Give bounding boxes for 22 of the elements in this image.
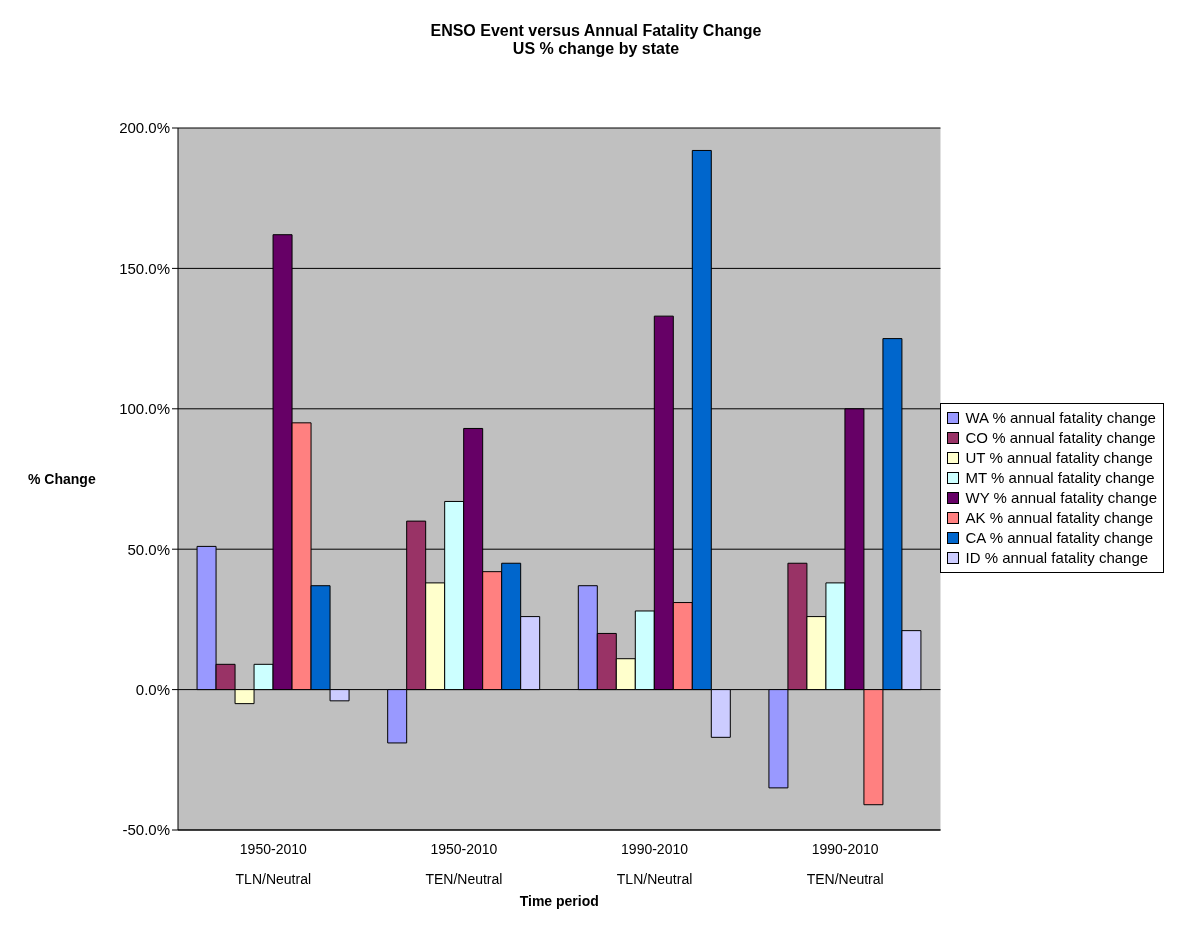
y-tick-label: 100.0% — [119, 400, 170, 418]
x-tick-label: 1990-2010 TLN/Neutral — [616, 841, 693, 887]
y-tick-label: 200.0% — [119, 119, 170, 137]
legend-label: MT % annual fatality change — [965, 468, 1155, 488]
chart-subtitle: US % change by state — [511, 40, 681, 58]
x-tick-label: 1990-2010 TEN/Neutral — [806, 841, 884, 887]
legend-label: AK % annual fatality change — [965, 508, 1154, 528]
y-tick-label: -50.0% — [122, 821, 170, 839]
y-axis-title: % Change — [28, 470, 96, 487]
legend-label: CO % annual fatality change — [965, 428, 1156, 448]
legend-label: WY % annual fatality change — [965, 488, 1157, 508]
y-tick-label: 50.0% — [127, 540, 170, 558]
y-tick-label: 0.0% — [135, 680, 170, 698]
legend-label: CA % annual fatality change — [965, 528, 1154, 548]
y-tick-label: 150.0% — [119, 259, 170, 277]
legend-label: WA % annual fatality change — [965, 408, 1156, 428]
chart-title: ENSO Event versus Annual Fatality Change — [429, 21, 763, 40]
x-tick-label: 1950-2010 TEN/Neutral — [425, 841, 503, 887]
legend-label: UT % annual fatality change — [965, 448, 1153, 468]
x-axis-title: Time period — [519, 893, 599, 909]
x-tick-label: 1950-2010 TLN/Neutral — [235, 841, 312, 887]
legend-label: ID % annual fatality change — [965, 548, 1149, 568]
